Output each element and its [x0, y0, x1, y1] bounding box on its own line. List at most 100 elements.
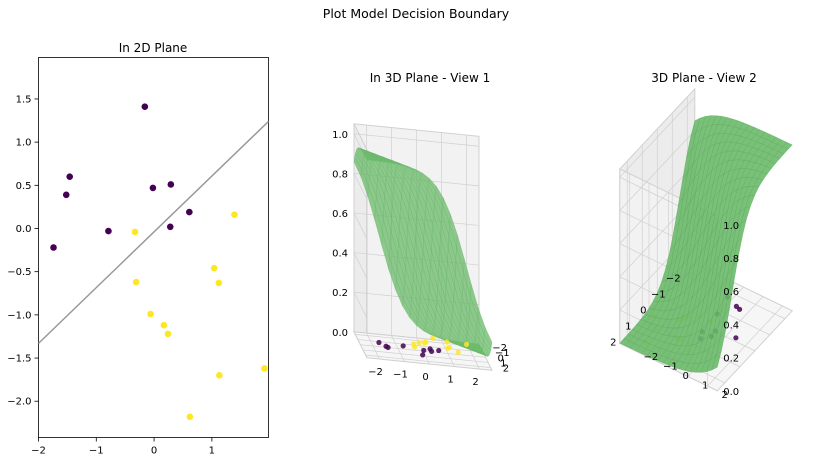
point-class-0 — [385, 344, 391, 351]
point-class-1 — [444, 339, 450, 345]
point-class-1 — [446, 344, 452, 351]
grid-line — [441, 340, 455, 367]
point-class-1 — [463, 341, 470, 347]
z-tick-label: 0.6 — [332, 209, 348, 220]
grid-line — [353, 173, 368, 200]
grid-line — [363, 349, 489, 363]
y-tick-label: −1.0 — [7, 310, 31, 321]
point-class-1 — [231, 211, 238, 218]
y-tick-label: −1 — [663, 362, 678, 373]
z-tick-label: 0.0 — [723, 387, 739, 398]
y-tick-label: 1 — [702, 381, 708, 392]
y-tick-label: 0.5 — [16, 181, 32, 192]
point-class-1 — [455, 349, 461, 355]
panel-2d-title: In 2D Plane — [119, 41, 188, 55]
z-tick-label: 0.2 — [332, 288, 348, 299]
grid-line — [619, 342, 718, 392]
grid-line — [353, 331, 368, 358]
x-tick-label: 2 — [610, 337, 616, 348]
point-class-1 — [216, 372, 223, 379]
grid-line — [619, 163, 696, 244]
y-tick-label: −0.5 — [7, 267, 31, 278]
x-tick-label: −1 — [393, 370, 408, 381]
y-tick-label: −2 — [492, 343, 507, 354]
y-tick-label: −2.0 — [7, 397, 31, 408]
y-tick-label: 2 — [503, 364, 509, 375]
figure-suptitle: Plot Model Decision Boundary — [323, 6, 510, 21]
y-tick-label: 0 — [498, 353, 504, 364]
x-tick-label: −1 — [89, 446, 104, 457]
grid-line — [353, 291, 368, 319]
point-class-1 — [131, 228, 139, 236]
y-tick-label: −1.5 — [7, 354, 31, 365]
point-class-1 — [215, 279, 223, 287]
y-tick-label: 1.5 — [16, 94, 32, 105]
panel-3d-view1: In 3D Plane - View 1 0.0 0.2 0.4 0.6 0.8 1.0 −… — [332, 71, 510, 388]
z-tick-label: 0.6 — [723, 287, 739, 298]
panel-3d-view1-title: In 3D Plane - View 1 — [370, 71, 490, 85]
point-class-0 — [141, 103, 149, 111]
point-class-0 — [421, 347, 427, 353]
point-class-1 — [261, 365, 268, 372]
z-tick-label: 0.8 — [332, 169, 348, 180]
point-class-1 — [164, 330, 172, 338]
grid-line — [619, 130, 696, 211]
z-tick-label: 0.2 — [723, 354, 739, 365]
grid-line — [353, 252, 368, 279]
x-tick-label: −2 — [368, 367, 383, 378]
point-class-1 — [423, 339, 429, 345]
x-tick-label: 2 — [472, 377, 478, 388]
y-tick-label: 1.0 — [16, 138, 32, 149]
panel-2d: In 2D Plane −2 −1 0 1 1.5 1.0 0.5 0.0 −0.5 −1.0 −1… — [7, 41, 270, 457]
point-class-0 — [66, 173, 74, 180]
point-class-1 — [132, 278, 140, 286]
z-tick-label: 0.0 — [332, 328, 348, 339]
point-class-0 — [50, 244, 57, 251]
y-tick-label: −1 — [495, 348, 510, 359]
x-tick-label: 0 — [640, 305, 646, 316]
point-class-0 — [167, 181, 175, 188]
point-class-0 — [376, 339, 382, 346]
x-tick-label: −2 — [666, 273, 681, 284]
point-class-0 — [733, 335, 739, 341]
point-class-0 — [737, 306, 743, 312]
grid-line — [353, 133, 480, 147]
grid-line — [707, 305, 783, 387]
x-tick-label: −2 — [31, 446, 46, 457]
grid-line — [365, 354, 491, 368]
point-class-1 — [147, 310, 154, 318]
z-tick-label: 1.0 — [332, 130, 348, 141]
x-tick-label: −1 — [651, 289, 666, 300]
point-class-0 — [427, 346, 433, 352]
decision-boundary-line — [37, 120, 270, 344]
point-class-0 — [62, 191, 70, 199]
panel-3d-view2-title: 3D Plane - View 2 — [651, 71, 757, 85]
point-class-1 — [416, 340, 422, 346]
point-class-0 — [186, 208, 193, 216]
y-tick-label: 1 — [500, 358, 506, 369]
point-class-1 — [430, 335, 436, 341]
point-class-1 — [210, 264, 218, 272]
point-class-1 — [160, 321, 168, 329]
x-tick-label: 0 — [151, 446, 157, 457]
panel-3d-view2: 3D Plane - View 2 0.00.20.40.60.81.0−2−1… — [610, 71, 794, 401]
z-tick-label: 0.4 — [723, 320, 739, 331]
z-tick-label: 0.4 — [332, 249, 348, 260]
z-tick-label: 0.8 — [723, 254, 739, 265]
y-tick-label: 0 — [683, 371, 689, 382]
grid-line — [619, 97, 696, 178]
y-tick-label: −2 — [644, 352, 659, 363]
y-tick-label: 2 — [722, 390, 728, 401]
x-tick-label: 0 — [422, 372, 428, 383]
point-class-1 — [186, 413, 194, 421]
surface-patch — [353, 156, 362, 178]
point-class-1 — [411, 341, 417, 347]
point-class-0 — [436, 347, 442, 354]
x-tick-label: 1 — [209, 446, 215, 457]
point-class-0 — [420, 352, 426, 358]
z-tick-label: 1.0 — [723, 221, 739, 232]
surface-patch — [711, 350, 722, 371]
point-class-0 — [105, 227, 112, 235]
x-tick-label: 1 — [625, 321, 631, 332]
